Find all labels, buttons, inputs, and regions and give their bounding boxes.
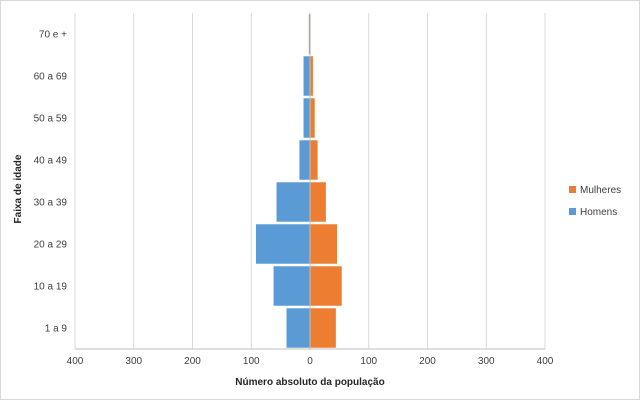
x-tick-label: 200	[184, 356, 201, 367]
y-axis-title: Faixa de idade	[13, 154, 24, 223]
bar-mulheres-4	[310, 182, 326, 222]
bar-homens-2	[273, 266, 310, 306]
x-tick-label: 400	[537, 356, 554, 367]
bar-homens-5	[299, 140, 310, 180]
y-tick-label: 20 a 29	[34, 240, 68, 251]
y-tick-label: 10 a 19	[34, 282, 68, 293]
bars	[255, 14, 342, 348]
bar-homens-6	[303, 98, 310, 138]
legend: Mulheres Homens	[569, 185, 621, 218]
x-tick-label: 300	[478, 356, 495, 367]
bar-mulheres-7	[310, 56, 313, 96]
bar-homens-7	[303, 56, 310, 96]
x-tick-label: 200	[419, 356, 436, 367]
bar-homens-3	[255, 224, 310, 264]
bar-mulheres-6	[310, 98, 315, 138]
y-tick-label: 60 a 69	[34, 72, 68, 83]
x-tick-label: 400	[67, 356, 84, 367]
x-tick-labels: 400 300 200 100 0 100 200 300 400	[67, 356, 554, 367]
bar-homens-8	[308, 14, 310, 54]
bar-mulheres-3	[310, 224, 338, 264]
x-tick-label: 0	[307, 356, 313, 367]
x-tick-label: 100	[360, 356, 377, 367]
bar-homens-4	[276, 182, 310, 222]
bar-mulheres-2	[310, 266, 342, 306]
y-tick-label: 40 a 49	[34, 156, 68, 167]
x-axis-title: Número absoluto da população	[235, 377, 384, 388]
legend-swatch-homens	[569, 208, 576, 215]
y-tick-label: 1 a 9	[45, 324, 68, 335]
legend-label-homens: Homens	[580, 207, 617, 218]
y-tick-label: 50 a 59	[34, 114, 68, 125]
y-tick-labels: 1 a 9 10 a 19 20 a 29 30 a 39 40 a 49 50 a 59…	[34, 30, 68, 335]
x-tick-label: 300	[125, 356, 142, 367]
bar-mulheres-5	[310, 140, 318, 180]
y-tick-label: 70 e +	[39, 30, 67, 41]
bar-homens-1	[286, 308, 310, 348]
legend-label-mulheres: Mulheres	[580, 185, 621, 196]
axes	[75, 13, 545, 350]
y-tick-label: 30 a 39	[34, 198, 68, 209]
x-tick-label: 100	[243, 356, 260, 367]
legend-swatch-mulheres	[569, 186, 576, 193]
bar-mulheres-1	[310, 308, 336, 348]
